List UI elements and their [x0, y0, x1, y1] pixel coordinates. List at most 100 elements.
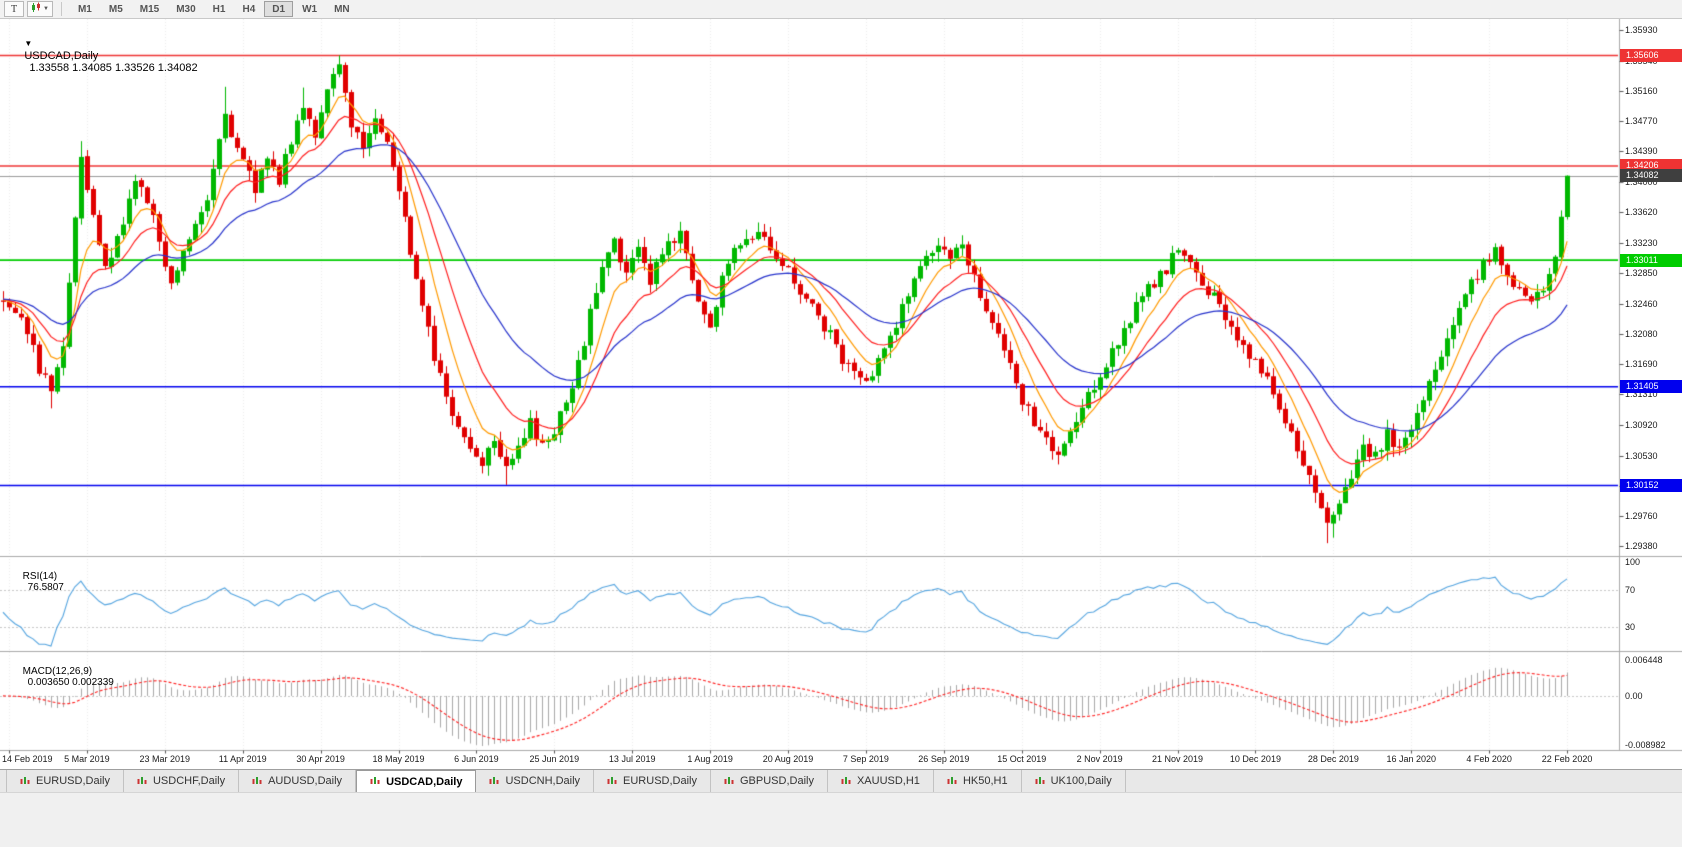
date-tick-label: 15 Oct 2019	[997, 754, 1047, 764]
timeframe-button-m5[interactable]: M5	[101, 1, 131, 17]
price-level-badge: 1.34206	[1620, 159, 1682, 173]
price-tick-label: 1.33230	[1625, 237, 1658, 248]
price-tick-label: 1.34770	[1625, 116, 1658, 127]
current-price-badge: 1.34082	[1620, 169, 1682, 183]
chart-tab-hk50-h1[interactable]: HK50,H1	[934, 770, 1022, 792]
symbol-dropdown-icon[interactable]: ▼	[24, 39, 33, 48]
price-tick-label: 1.31310	[1625, 389, 1658, 400]
tab-label: EURUSD,Daily	[36, 775, 110, 787]
rsi-indicator-label: RSI(14) 76.5807	[6, 560, 64, 604]
price-tick-label: 1.29760	[1625, 511, 1658, 522]
macd-axis-label: 0.00	[1625, 690, 1643, 701]
price-tick-label: 1.30530	[1625, 450, 1658, 461]
price-tick-label: 1.32850	[1625, 267, 1658, 278]
rsi-name: RSI(14)	[22, 571, 58, 582]
tab-label: UK100,Daily	[1050, 775, 1112, 787]
price-tick-label: 1.32460	[1625, 298, 1658, 309]
chart-mode-dropdown-button[interactable]: ▼	[27, 1, 53, 17]
price-tick-label: 1.35160	[1625, 85, 1658, 96]
tab-label: XAUUSD,H1	[856, 775, 920, 787]
timeframe-button-m15[interactable]: M15	[132, 1, 167, 17]
date-tick-label: 11 Apr 2019	[218, 754, 267, 764]
macd-axis-label: -0.008982	[1625, 740, 1666, 750]
timeframe-button-d1[interactable]: D1	[264, 1, 294, 17]
chart-tab-usdcad-daily[interactable]: USDCAD,Daily	[356, 770, 477, 792]
macd-name: MACD(12,26,9)	[22, 666, 93, 677]
price-tick-label: 1.29380	[1625, 541, 1658, 552]
date-tick-label: 10 Dec 2019	[1229, 754, 1281, 764]
tab-label: EURUSD,Daily	[623, 775, 697, 787]
macd-axis-label: 0.006448	[1625, 655, 1663, 665]
tab-label: USDCNH,Daily	[505, 775, 581, 787]
tab-label: GBPUSD,Daily	[740, 775, 814, 787]
date-tick-label: 13 Jul 2019	[608, 754, 656, 764]
rsi-value: 76.5807	[27, 582, 64, 593]
price-tick-label: 1.35930	[1625, 25, 1658, 36]
chart-symbol-label: USDCAD,Daily	[24, 50, 99, 62]
timeframe-button-m30[interactable]: M30	[168, 1, 203, 17]
status-bar	[0, 792, 1682, 847]
date-tick-label: 26 Sep 2019	[918, 754, 970, 764]
date-tick-label: 16 Jan 2020	[1386, 754, 1437, 764]
macd-values: 0.003650 0.002339	[27, 677, 114, 688]
toolbar-separator	[60, 2, 62, 16]
chart-ohlc-values: 1.33558 1.34085 1.33526 1.34082	[29, 62, 198, 74]
tab-chart-icon	[252, 776, 263, 787]
date-tick-label: 5 Mar 2019	[64, 754, 110, 764]
price-tick-label: 1.31690	[1625, 359, 1658, 370]
date-tick-label: 14 Feb 2019	[2, 754, 53, 764]
chart-tab-bar: EURUSD,Daily USDCHF,Daily AUDUSD,Daily USDC…	[0, 769, 1682, 792]
chart-tab-xauusd-h1[interactable]: XAUUSD,H1	[828, 770, 934, 792]
text-tool-icon: T	[10, 3, 18, 15]
tab-label: USDCHF,Daily	[152, 775, 226, 787]
tab-chart-icon	[724, 776, 735, 787]
chart-tab-eurusd-daily[interactable]: EURUSD,Daily	[594, 770, 711, 792]
tab-chart-icon	[841, 776, 852, 787]
timeframe-button-m1[interactable]: M1	[70, 1, 100, 17]
text-tool-button[interactable]: T	[4, 1, 24, 17]
chart-tab-audusd-daily[interactable]: AUDUSD,Daily	[239, 770, 357, 792]
price-level-badge: 1.35606	[1620, 49, 1682, 63]
chart-tab-eurusd-daily[interactable]: EURUSD,Daily	[6, 770, 124, 792]
date-tick-label: 21 Nov 2019	[1152, 754, 1204, 764]
price-level-badge: 1.31405	[1620, 380, 1682, 394]
chart-tab-usdcnh-daily[interactable]: USDCNH,Daily	[476, 770, 595, 792]
date-tick-label: 6 Jun 2019	[454, 754, 499, 764]
tab-chart-icon	[947, 776, 958, 787]
chart-overlays: 1.359301.355401.351601.347701.343901.340…	[0, 19, 1682, 769]
chart-area: 1.359301.355401.351601.347701.343901.340…	[0, 19, 1682, 769]
chart-tab-gbpusd-daily[interactable]: GBPUSD,Daily	[711, 770, 828, 792]
toolbar: T ▼ M1 M5 M15 M30 H1 H4 D1 W1 MN	[0, 0, 1682, 19]
price-tick-label: 1.32080	[1625, 328, 1658, 339]
tab-chart-icon	[137, 776, 148, 787]
timeframe-button-w1[interactable]: W1	[294, 1, 325, 17]
timeframe-group: M1 M5 M15 M30 H1 H4 D1 W1 MN	[70, 1, 358, 17]
date-tick-label: 18 May 2019	[372, 754, 425, 764]
timeframe-button-mn[interactable]: MN	[326, 1, 358, 17]
tab-label: AUDUSD,Daily	[268, 775, 343, 787]
price-tick-label: 1.33620	[1625, 207, 1658, 218]
timeframe-button-h4[interactable]: H4	[234, 1, 263, 17]
tab-chart-icon	[20, 776, 31, 787]
tab-label: HK50,H1	[962, 775, 1008, 787]
date-tick-label: 22 Feb 2020	[1541, 754, 1593, 764]
rsi-level-label: 100	[1625, 556, 1641, 567]
price-level-badge: 1.33011	[1620, 253, 1682, 267]
chart-tab-uk100-daily[interactable]: UK100,Daily	[1022, 770, 1126, 792]
date-tick-label: 28 Dec 2019	[1307, 754, 1359, 764]
chevron-down-icon: ▼	[43, 6, 49, 12]
price-level-badge: 1.30152	[1620, 478, 1682, 492]
tab-chart-icon	[1035, 776, 1046, 787]
rsi-level-label: 70	[1625, 584, 1636, 595]
tab-chart-icon	[607, 776, 618, 787]
date-tick-label: 23 Mar 2019	[139, 754, 191, 764]
tab-label: USDCAD,Daily	[386, 775, 463, 788]
tab-chart-icon	[370, 776, 381, 787]
timeframe-button-h1[interactable]: H1	[205, 1, 234, 17]
date-tick-label: 4 Feb 2020	[1466, 754, 1512, 764]
price-chart-canvas[interactable]	[0, 19, 1682, 769]
date-tick-label: 25 Jun 2019	[529, 754, 580, 764]
tab-chart-icon	[489, 776, 500, 787]
chart-tab-usdchf-daily[interactable]: USDCHF,Daily	[124, 770, 240, 792]
